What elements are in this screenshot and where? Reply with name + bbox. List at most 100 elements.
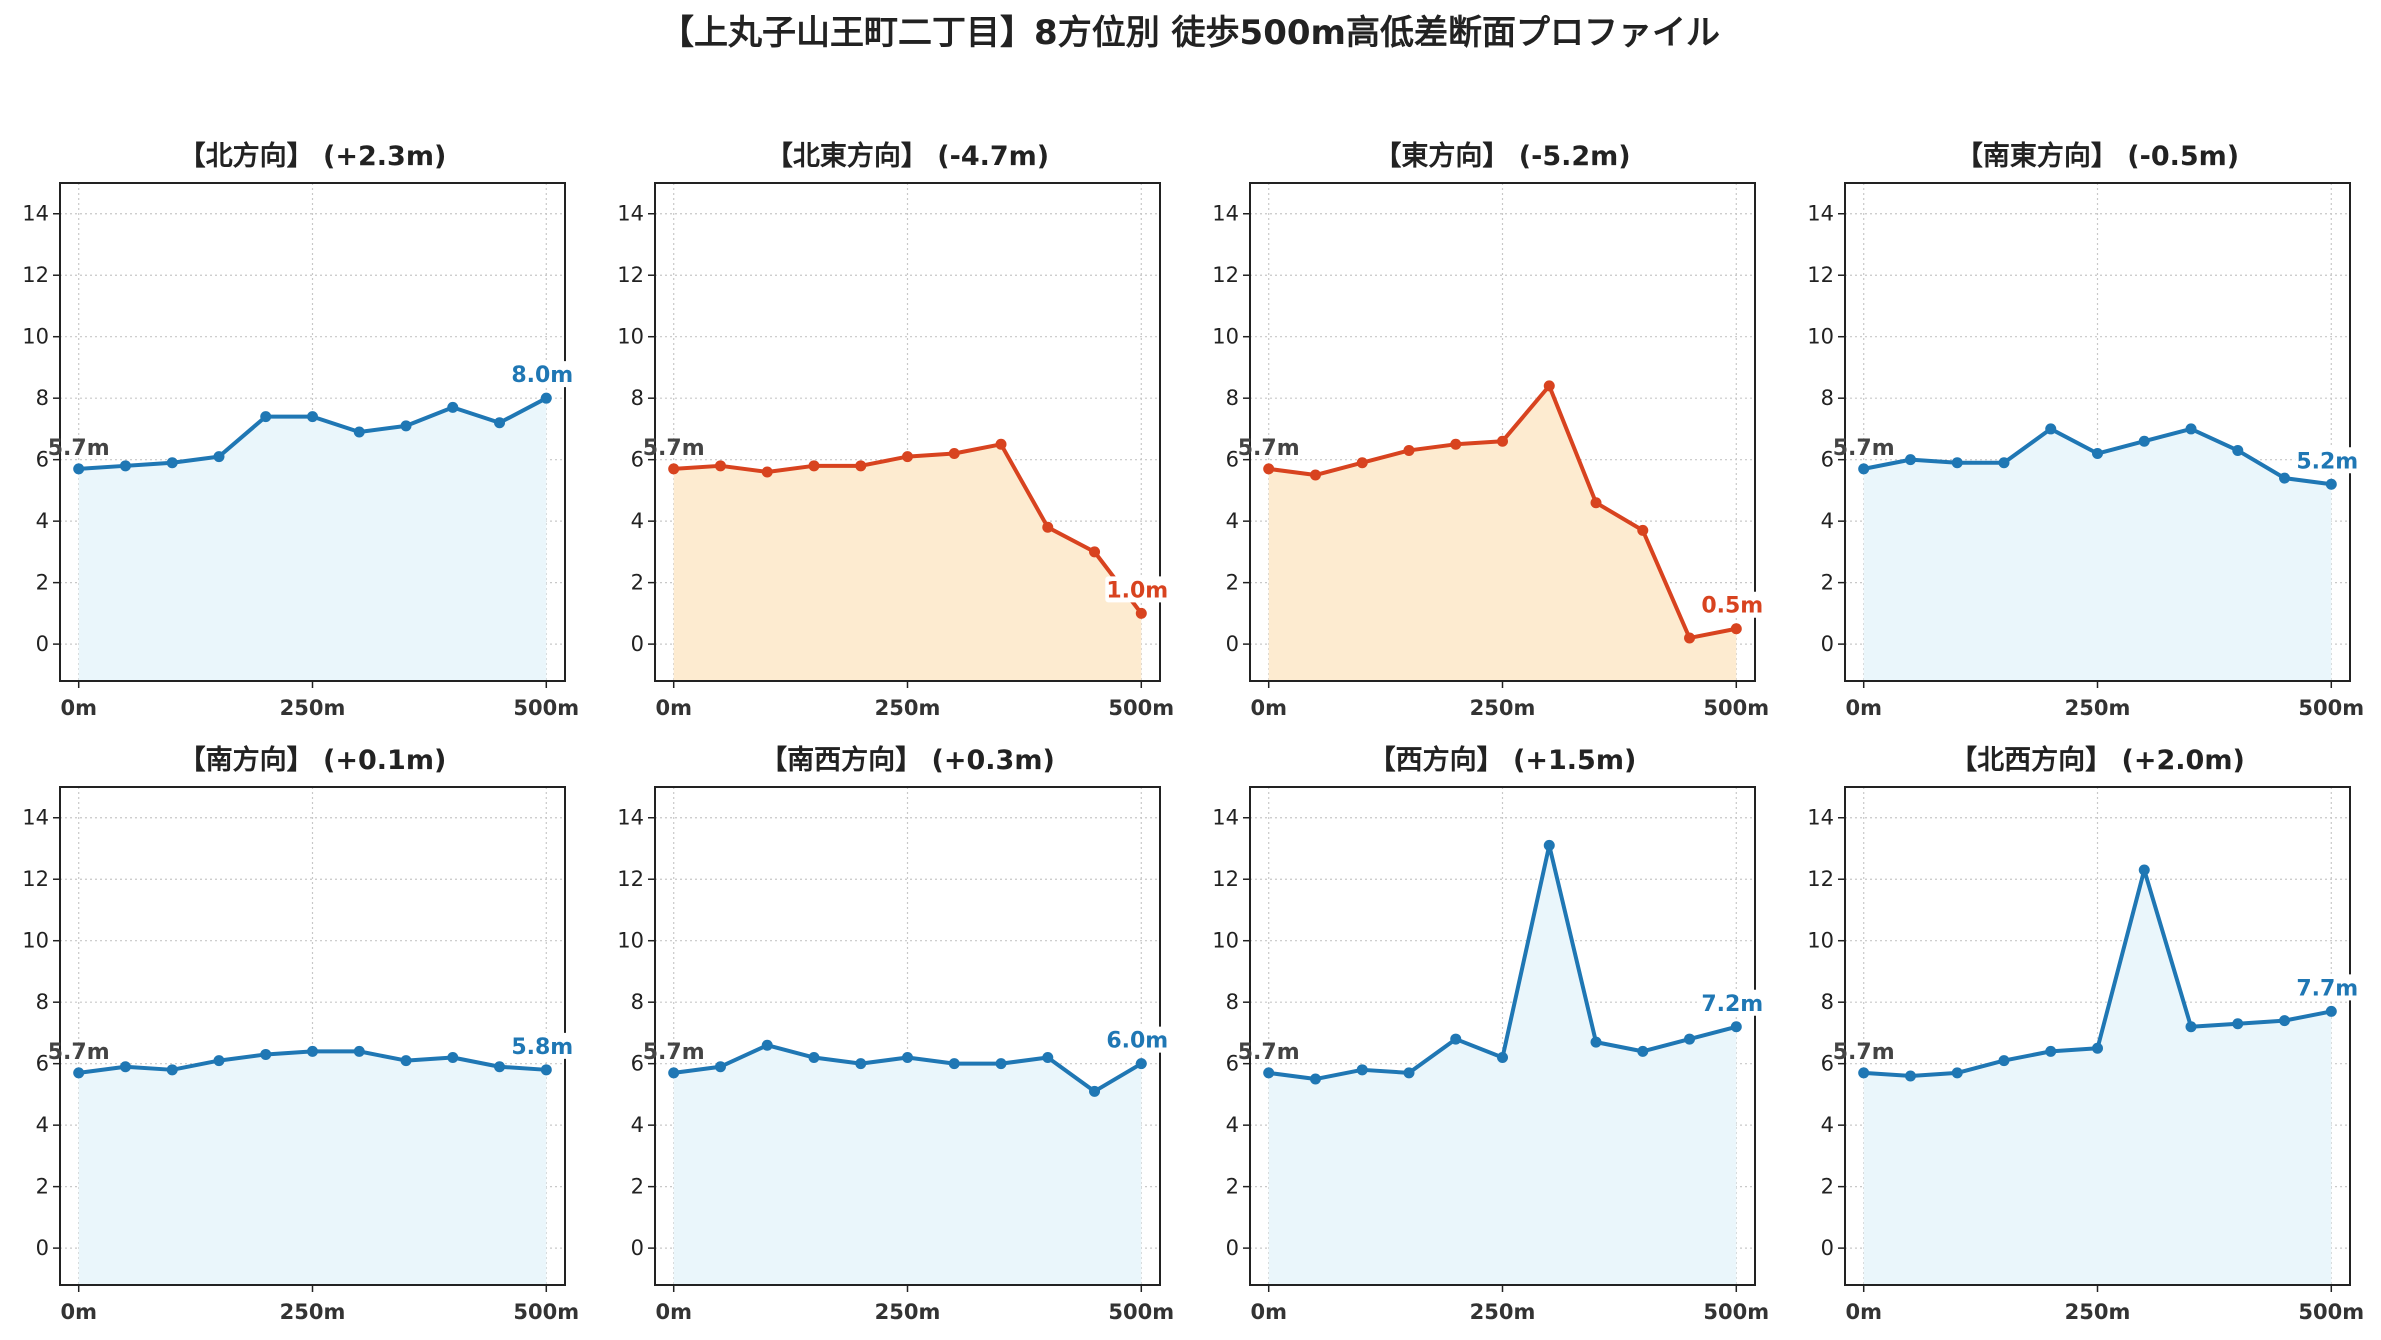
- x-tick-label: 0m: [60, 696, 97, 720]
- data-point: [2325, 478, 2337, 490]
- y-tick-label: 0: [36, 632, 49, 656]
- data-point: [2325, 1005, 2337, 1017]
- data-point: [166, 457, 178, 469]
- y-tick-label: 14: [617, 202, 644, 226]
- data-point: [1356, 1064, 1368, 1076]
- data-point: [1637, 524, 1649, 536]
- y-tick-label: 8: [631, 990, 644, 1014]
- data-point: [1543, 380, 1555, 392]
- data-point: [1904, 454, 1916, 466]
- end-elevation-label: 5.2m: [2296, 449, 2358, 474]
- x-tick-label: 0m: [655, 696, 692, 720]
- y-tick-label: 6: [1821, 448, 1834, 472]
- x-tick-label: 250m: [280, 696, 346, 720]
- y-tick-label: 14: [1807, 202, 1834, 226]
- data-point: [1263, 1067, 1275, 1079]
- data-point: [714, 1061, 726, 1073]
- x-tick-label: 250m: [1470, 1300, 1536, 1324]
- x-tick-label: 0m: [1250, 696, 1287, 720]
- panel-title: 【南方向】 (+0.1m): [179, 744, 447, 776]
- x-tick-label: 500m: [1703, 1300, 1769, 1324]
- data-point: [1730, 623, 1742, 635]
- x-tick-label: 250m: [280, 1300, 346, 1324]
- y-tick-label: 8: [1226, 386, 1239, 410]
- data-point: [1858, 463, 1870, 475]
- x-tick-label: 250m: [1470, 696, 1536, 720]
- data-point: [2185, 1021, 2197, 1033]
- y-tick-label: 8: [36, 386, 49, 410]
- data-point: [808, 460, 820, 472]
- area-fill: [1268, 845, 1737, 1285]
- chart-panel-7: 【北西方向】 (+2.0m) 0 2 4 6 8 10 12 14 0m 250m 500m 5.7m 7…: [1807, 744, 2364, 1324]
- y-tick-label: 4: [631, 509, 644, 533]
- panel-title: 【西方向】 (+1.5m): [1369, 744, 1637, 776]
- data-point: [2045, 423, 2057, 435]
- end-label-background: [1700, 989, 1765, 1016]
- data-point: [2138, 435, 2150, 447]
- data-point: [808, 1052, 820, 1064]
- data-point: [1543, 839, 1555, 851]
- y-tick-label: 4: [1226, 1113, 1239, 1137]
- data-point: [1590, 497, 1602, 509]
- data-point: [902, 451, 913, 463]
- data-point: [714, 460, 726, 472]
- area-fill: [78, 1051, 547, 1285]
- data-point: [1998, 1055, 2010, 1067]
- y-tick-label: 6: [631, 1052, 644, 1076]
- data-point: [1684, 1033, 1696, 1045]
- data-point: [2232, 444, 2244, 456]
- y-tick-label: 8: [1821, 990, 1834, 1014]
- y-tick-label: 10: [1807, 929, 1834, 953]
- data-point: [1497, 435, 1508, 447]
- area-fill: [673, 444, 1142, 681]
- data-point: [1998, 457, 2010, 469]
- chart-panel-6: 【西方向】 (+1.5m) 0 2 4 6 8 10 12 14 0m 250m 500m 5.7m 7.…: [1212, 744, 1769, 1324]
- y-tick-label: 6: [36, 1052, 49, 1076]
- data-point: [494, 417, 506, 429]
- area-fill: [1268, 385, 1737, 681]
- y-tick-label: 14: [22, 806, 49, 830]
- x-tick-label: 500m: [1703, 696, 1769, 720]
- end-label-background: [2295, 974, 2360, 1001]
- data-point: [2092, 448, 2103, 460]
- x-tick-label: 0m: [1845, 1300, 1882, 1324]
- data-point: [855, 1058, 867, 1070]
- y-tick-label: 10: [617, 929, 644, 953]
- end-label-background: [1700, 591, 1765, 618]
- end-elevation-label: 1.0m: [1106, 578, 1168, 603]
- data-point: [1951, 1067, 1963, 1079]
- area-fill: [78, 398, 547, 681]
- start-elevation-label: 5.7m: [48, 1040, 110, 1065]
- data-point: [1497, 1052, 1508, 1064]
- data-point: [307, 1045, 318, 1057]
- y-tick-label: 12: [617, 263, 644, 287]
- start-elevation-label: 5.7m: [1238, 1040, 1300, 1065]
- y-tick-label: 0: [1821, 632, 1834, 656]
- chart-panel-4: 【南方向】 (+0.1m) 0 2 4 6 8 10 12 14 0m 250m 500m 5.7m 5.…: [22, 744, 579, 1324]
- end-elevation-label: 5.8m: [511, 1035, 573, 1060]
- end-elevation-label: 0.5m: [1701, 594, 1763, 619]
- data-point: [1450, 438, 1462, 450]
- y-tick-label: 6: [1226, 448, 1239, 472]
- y-tick-label: 14: [1807, 806, 1834, 830]
- data-point: [1309, 469, 1321, 481]
- data-point: [400, 1055, 412, 1067]
- x-tick-label: 250m: [2065, 1300, 2131, 1324]
- data-point: [1684, 632, 1696, 644]
- y-tick-label: 4: [631, 1113, 644, 1137]
- x-tick-label: 250m: [2065, 696, 2131, 720]
- end-elevation-label: 6.0m: [1106, 1029, 1168, 1054]
- data-point: [260, 1048, 272, 1060]
- x-tick-label: 500m: [2298, 1300, 2364, 1324]
- data-point: [353, 426, 365, 438]
- y-tick-label: 12: [617, 867, 644, 891]
- data-point: [2279, 472, 2291, 484]
- data-point: [353, 1045, 365, 1057]
- panel-title: 【東方向】 (-5.2m): [1374, 140, 1630, 172]
- x-tick-label: 500m: [1108, 696, 1174, 720]
- y-tick-label: 4: [36, 509, 49, 533]
- y-tick-label: 12: [22, 867, 49, 891]
- end-label-background: [510, 361, 575, 388]
- data-point: [73, 1067, 85, 1079]
